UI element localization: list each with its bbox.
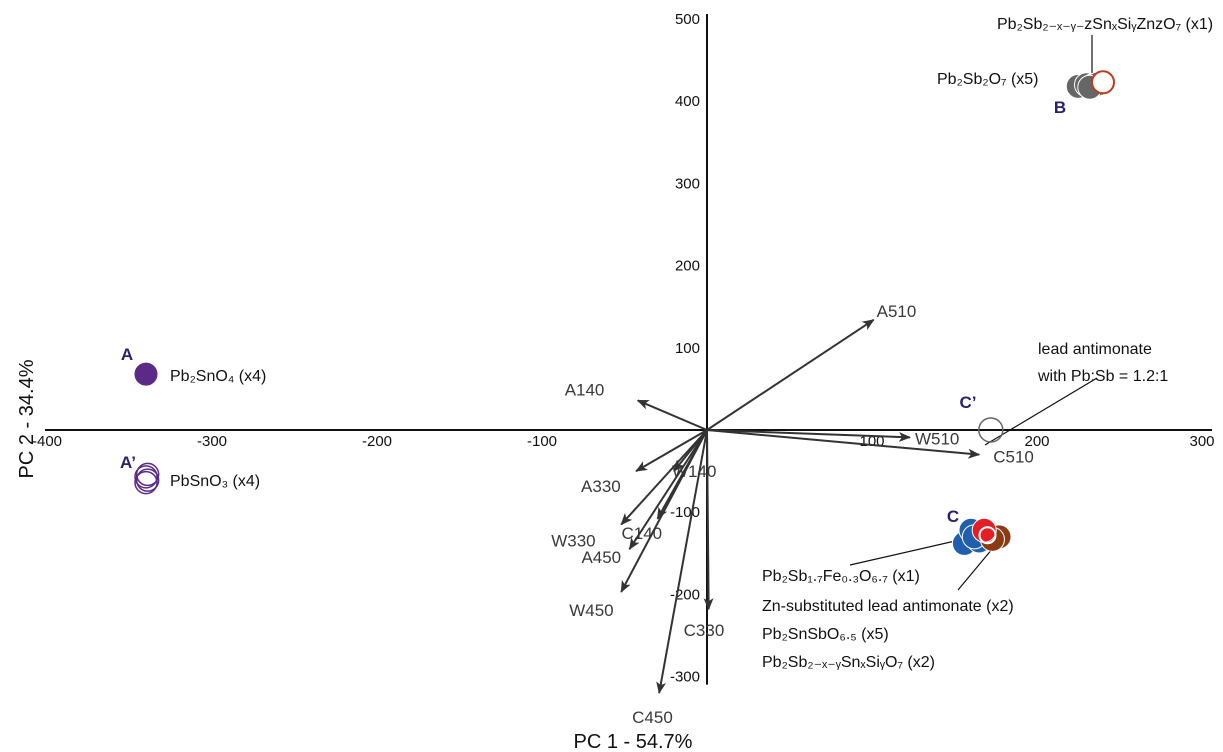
loading-vector-arrow	[636, 399, 708, 431]
x-tick-labels: -400 -300 -200 -100 100 200 300	[32, 433, 1215, 450]
loading-vector-arrow	[628, 429, 708, 551]
loading-vector-label: W330	[551, 532, 595, 551]
loading-vector-label: W140	[672, 462, 716, 481]
loading-vectors: A140A510W510C510A330W140C140W330A450W450…	[551, 302, 1034, 727]
score-point	[135, 462, 160, 487]
leader-line	[984, 377, 1098, 446]
y-tick-label: -100	[670, 504, 700, 521]
loading-vector-label: C510	[993, 448, 1034, 467]
group-label: C’	[960, 393, 977, 412]
y-tick-labels: -300 -200 -100 100 200 300 400 500	[670, 11, 700, 686]
loading-vector-label: C450	[632, 708, 673, 727]
compound-label: Pb₂Sb₂₋ₓ₋ᵧ₋zSnₓSiᵧZnzO₇ (x1)	[997, 16, 1213, 33]
score-point	[134, 465, 158, 489]
score-point	[134, 470, 158, 495]
loading-vector-arrow	[706, 429, 981, 459]
score-point	[978, 526, 997, 545]
compound-label: Pb₂Sb₂₋ₓ₋ᵧSnₓSiᵧO₇ (x2)	[762, 654, 935, 671]
compound-label: with Pb:Sb = 1.2:1	[1037, 368, 1168, 385]
compound-label: lead antimonate	[1038, 341, 1152, 358]
score-point	[978, 417, 1004, 443]
loading-vector-arrow	[635, 429, 708, 472]
x-tick-label: 200	[1024, 433, 1049, 450]
x-tick-label: -200	[362, 433, 392, 450]
score-point	[1091, 70, 1115, 95]
y-tick-label: 200	[675, 258, 700, 275]
loading-vector-label: C330	[684, 621, 725, 640]
group-label: A	[121, 345, 133, 364]
score-point	[135, 468, 160, 492]
y-tick-label: -200	[670, 586, 700, 603]
x-tick-label: -300	[197, 433, 227, 450]
compound-label: PbSnO₃ (x4)	[170, 473, 260, 490]
x-tick-label: -100	[527, 433, 557, 450]
loading-vector-arrow	[706, 319, 875, 431]
compound-label: Pb₂SnSbO₆.₅ (x5)	[762, 626, 889, 643]
loading-vector-label: W450	[569, 601, 613, 620]
y-tick-label: 400	[675, 93, 700, 110]
loading-vector-label: A510	[877, 302, 917, 321]
x-tick-label: -400	[32, 433, 62, 450]
group-label: B	[1054, 98, 1066, 117]
loading-vector-arrow	[620, 429, 708, 593]
loading-vector-arrow	[703, 429, 714, 611]
score-points	[133, 70, 1115, 556]
loading-vector-arrow	[706, 429, 911, 442]
loading-vector-label: A450	[581, 548, 621, 567]
group-labels: A Pb₂SnO₄ (x4) A’ PbSnO₃ (x4) B Pb₂Sb₂₋ₓ₋ᵧ₋zS…	[120, 16, 1213, 671]
loading-vector-arrow	[620, 429, 708, 526]
loading-vector-arrow	[656, 429, 708, 695]
compound-label: Zn-substituted lead antimonate (x2)	[762, 598, 1014, 615]
x-tick-label: 300	[1189, 433, 1214, 450]
compound-label: Pb₂SnO₄ (x4)	[170, 368, 266, 385]
compound-label: Pb₂Sb₂O₇ (x5)	[937, 71, 1039, 88]
y-tick-label: 300	[675, 175, 700, 192]
loading-vector-label: A330	[581, 477, 621, 496]
x-axis-label: PC 1 - 54.7%	[574, 731, 693, 752]
axes	[45, 14, 1212, 685]
y-tick-label: 500	[675, 11, 700, 28]
loading-vector-label: W510	[915, 429, 959, 448]
compound-label: Pb₂Sb₁.₇Fe₀.₃O₆.₇ (x1)	[762, 568, 920, 585]
score-point	[133, 361, 159, 387]
y-tick-label: -300	[670, 669, 700, 686]
y-axis-label: PC 2 - 34.4%	[16, 359, 38, 478]
group-label: A’	[120, 453, 136, 472]
group-label: C	[947, 507, 959, 526]
y-tick-label: 100	[675, 340, 700, 357]
loading-vector-label: A140	[565, 380, 605, 399]
